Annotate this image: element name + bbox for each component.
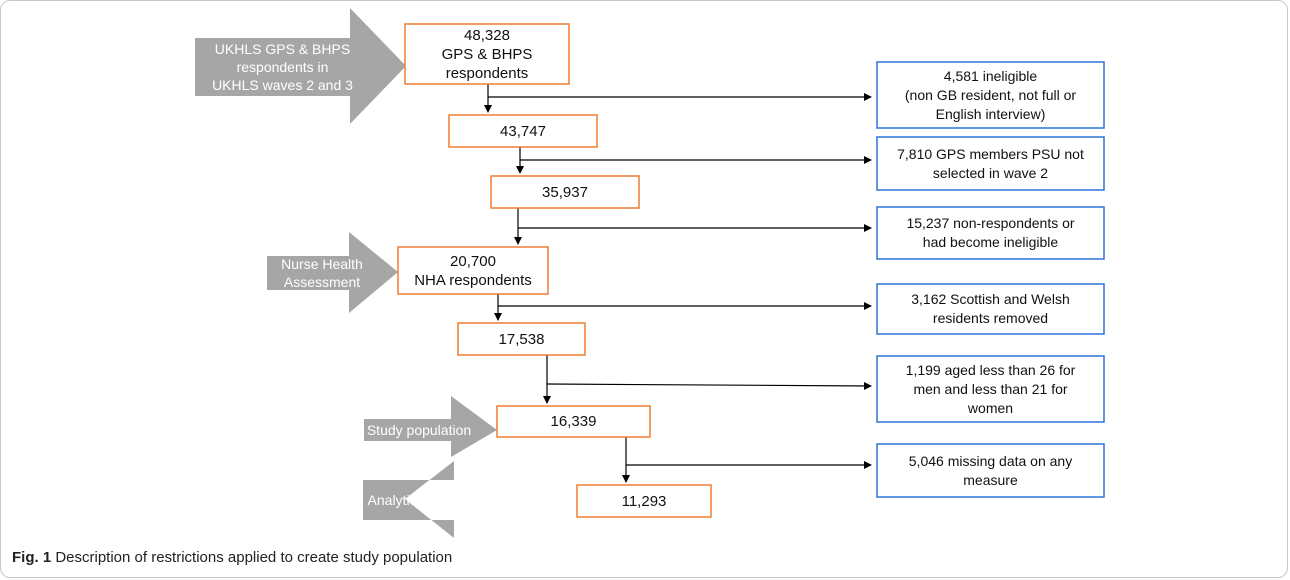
main-box-6 (496, 405, 651, 438)
main-box-label-4: 20,700 NHA respondents (398, 247, 548, 294)
main-box-label-7: 11,293 (577, 485, 711, 517)
main-box-4-line-1: 20,700 (450, 252, 496, 270)
exclusion-boxes (876, 61, 1105, 498)
stage-arrow-2-line-2: Assessment (283, 274, 361, 290)
main-box-1 (404, 23, 570, 85)
exclusion-box-3-line-1: 15,237 non-respondents or (906, 215, 1075, 231)
exclusion-box-1-line-2: (non GB resident, not full or (904, 86, 1077, 103)
exclusion-box-label-6: 5,046 missing data on any measure (877, 444, 1104, 497)
exclusion-box-5-line-1: 1,199 aged less than 26 for (905, 361, 1076, 378)
analytical-sample-arrow-visible (363, 461, 454, 538)
figure-caption-label: Fig. 1 (12, 549, 52, 566)
stage-arrow-2-line-1: Nurse Health (281, 256, 363, 272)
exclusion-box-label-5: 1,199 aged less than 26 for men and less… (877, 356, 1104, 422)
exclusion-box-6-line-1: 5,046 missing data on any (908, 452, 1073, 469)
main-box-5 (457, 322, 586, 356)
main-flow-connectors (484, 84, 630, 483)
main-box-1-line-1: 48,328 (464, 26, 510, 44)
exclusion-box-6-line-2: measure (963, 471, 1018, 488)
stage-arrow-1-line-3: UKHLS waves 2 and 3 (212, 77, 353, 93)
main-box-label-5: 17,538 (458, 323, 585, 355)
stage-arrow-1-line-2: respondents in (236, 59, 329, 75)
main-box-label-6: 16,339 (497, 406, 650, 437)
main-box-label-3: 35,937 (491, 176, 639, 208)
main-box-1-line-2: GPS & BHPS (441, 45, 533, 63)
main-box-2-line-1: 43,747 (500, 122, 546, 140)
stage-arrow-shape-2 (267, 232, 398, 313)
exclusion-box-5-line-2: men and less than 21 for (913, 380, 1068, 397)
main-boxes (397, 23, 712, 518)
main-box-3 (490, 175, 640, 209)
main-box-label-1: 48,328 GPS & BHPS respondents (405, 24, 569, 84)
exclusion-box-5 (876, 355, 1105, 423)
exclusion-box-label-4: 3,162 Scottish and Welsh residents remov… (877, 284, 1104, 334)
main-box-1-line-3: respondents (445, 64, 529, 82)
main-box-5-line-1: 17,538 (498, 330, 545, 348)
figure-caption-text: Description of restrictions applied to c… (51, 549, 453, 566)
main-box-7 (576, 484, 712, 518)
main-box-4-line-2: NHA respondents (414, 271, 532, 289)
figure-caption: Fig. 1 Description of restrictions appli… (12, 549, 452, 566)
exclusion-box-4-line-2: residents removed (932, 310, 1049, 326)
exclusion-box-2-line-1: 7,810 GPS members PSU not (897, 145, 1084, 162)
main-box-2 (448, 114, 598, 148)
stage-arrow-label-1: UKHLS GPS & BHPS respondents in UKHLS wa… (195, 24, 370, 110)
exclusion-box-label-3: 15,237 non-respondents or had become ine… (877, 207, 1104, 259)
exclusion-box-3-line-2: had become ineligible (922, 234, 1059, 250)
exclusion-box-5-line-3: women (967, 399, 1014, 416)
exclusion-box-label-1: 4,581 ineligible (non GB resident, not f… (877, 62, 1104, 128)
exclusion-box-2-line-2: selected in wave 2 (932, 164, 1049, 181)
exclusion-box-1-line-3: English interview) (935, 105, 1046, 122)
exclusion-box-label-2: 7,810 GPS members PSU not selected in wa… (877, 137, 1104, 190)
exclusion-box-4 (876, 283, 1105, 335)
exclusion-box-6 (876, 443, 1105, 498)
main-box-3-line-1: 35,937 (542, 183, 588, 201)
stage-arrow-3-line-1: Study population (366, 422, 472, 438)
main-box-4 (397, 246, 549, 295)
stage-arrow-1-line-1: UKHLS GPS & BHPS (214, 41, 351, 57)
main-box-6-line-1: 16,339 (550, 413, 597, 430)
exclusion-box-1-line-1: 4,581 ineligible (943, 67, 1038, 84)
main-box-label-2: 43,747 (449, 115, 597, 147)
main-box-7-line-1: 11,293 (621, 492, 667, 510)
exclusion-box-2 (876, 136, 1105, 191)
exclusion-connectors (488, 93, 872, 469)
stage-arrow-shape-3 (364, 396, 497, 457)
stage-arrow-shape-1 (195, 8, 406, 124)
stage-arrow-label-2: Nurse Health Assessment (267, 254, 377, 292)
stage-arrow-label-3: Study population (364, 418, 474, 442)
stage-arrow-4-line-1: Analytical sample (367, 492, 477, 508)
exclusion-box-3 (876, 206, 1105, 260)
stage-arrow-label-4: Analytical sample (363, 488, 481, 512)
exclusion-box-4-line-1: 3,162 Scottish and Welsh (911, 291, 1070, 307)
exclusion-box-1 (876, 61, 1105, 129)
